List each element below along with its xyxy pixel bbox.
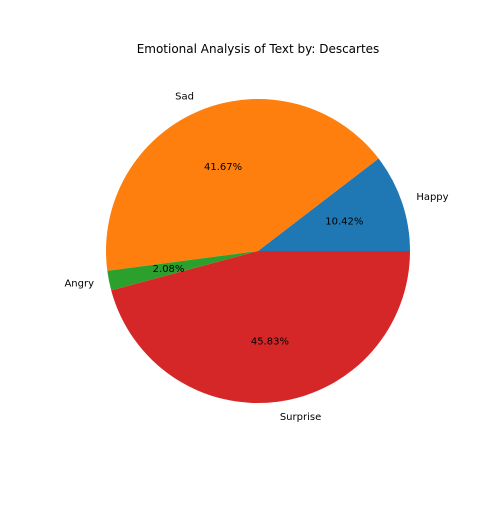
chart-title: Emotional Analysis of Text by: Descartes — [137, 42, 380, 56]
slice-percent-sad: 41.67% — [204, 162, 242, 173]
slice-percent-surprise: 45.83% — [251, 336, 289, 347]
labels-layer: Happy 10.42% Sad 41.67% Angry 2.08% Surprise 45… — [64, 92, 448, 423]
pie-slice-surprise — [111, 251, 411, 404]
slice-label-sad: Sad — [175, 92, 194, 103]
pie-slice-sad — [105, 99, 379, 271]
pie-slice-happy — [258, 158, 410, 251]
slice-label-surprise: Surprise — [280, 412, 321, 423]
pie-slice-angry — [107, 251, 258, 291]
slice-percent-angry: 2.08% — [153, 264, 185, 275]
slice-percent-happy: 10.42% — [325, 217, 363, 228]
slice-label-angry: Angry — [64, 279, 94, 290]
slices-layer — [105, 99, 411, 404]
slice-label-happy: Happy — [416, 192, 448, 203]
